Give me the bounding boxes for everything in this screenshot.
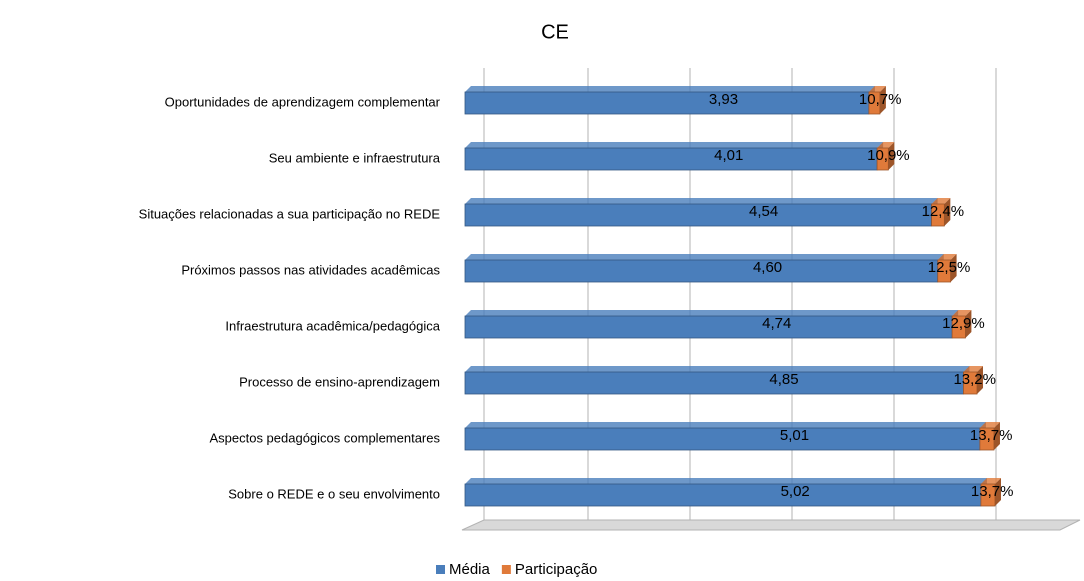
bar-participacao-side — [950, 254, 957, 282]
bar-participacao-side — [965, 310, 972, 338]
bar-participacao — [979, 422, 1000, 451]
bar-participacao — [876, 142, 895, 171]
bar-participacao-side — [993, 422, 1000, 450]
category-label: Processo de ensino-aprendizagem — [239, 374, 440, 389]
value-label: 4,01 — [714, 147, 743, 164]
category-label: Oportunidades de aprendizagem complement… — [165, 94, 441, 109]
bar-participacao-side — [995, 478, 1001, 506]
bar-media — [464, 254, 944, 283]
bar-participacao-side — [888, 142, 895, 170]
bar-media-face — [464, 483, 982, 507]
value-label: 12,5% — [928, 259, 971, 276]
value-label: 4,85 — [769, 371, 798, 388]
bar-participacao-top — [979, 422, 1000, 428]
bar-participacao-side — [977, 366, 984, 394]
bar-media-face — [464, 371, 964, 395]
bar-media-top — [465, 142, 884, 148]
bar-media-face — [464, 427, 981, 451]
bar-participacao — [963, 366, 984, 395]
bar-participacao — [868, 86, 886, 115]
bar-participacao — [980, 478, 1001, 507]
value-label: 12,4% — [922, 203, 965, 220]
value-label: 4,60 — [753, 259, 782, 276]
bar-participacao-top — [952, 310, 972, 316]
value-label: 10,9% — [867, 147, 910, 164]
bar-media-face — [464, 91, 870, 115]
value-label: 13,7% — [970, 427, 1013, 444]
value-label: 12,9% — [942, 315, 985, 332]
category-label: Infraestrutura acadêmica/pedagógica — [225, 318, 440, 333]
floor — [461, 519, 1081, 531]
bar-participacao — [937, 254, 957, 283]
bar-participacao-top — [937, 254, 957, 260]
legend-label: Participação — [515, 561, 598, 578]
bar-media-top — [465, 422, 986, 428]
bar-participacao-top — [877, 142, 895, 148]
category-label: Sobre o REDE e o seu envolvimento — [228, 486, 440, 501]
bar-participacao-top — [963, 366, 984, 372]
bar-media — [464, 86, 875, 115]
value-label: 4,74 — [762, 315, 791, 332]
bar-media-face — [464, 259, 939, 283]
value-label: 4,54 — [749, 203, 778, 220]
bar-media-top — [465, 254, 944, 260]
category-label: Aspectos pedagógicos complementares — [209, 430, 440, 445]
category-label: Seu ambiente e infraestrutura — [269, 150, 441, 165]
bar-media-face — [464, 203, 932, 227]
bar-participacao-side — [944, 198, 951, 226]
bar-media-top — [465, 366, 970, 372]
value-label: 13,2% — [953, 371, 996, 388]
value-label: 13,7% — [971, 483, 1014, 500]
bar-media-face — [464, 315, 953, 339]
chart-title: CE — [541, 21, 569, 43]
bar-media — [464, 142, 884, 171]
value-label: 3,93 — [709, 91, 738, 108]
bar-media — [464, 366, 970, 395]
bar-media-top — [465, 478, 987, 484]
bar-participacao — [951, 310, 972, 339]
bar-media-top — [465, 310, 959, 316]
bar-participacao-side — [879, 86, 886, 114]
category-label: Situações relacionadas a sua participaçã… — [139, 206, 441, 221]
bar-participacao — [931, 198, 951, 227]
legend-label: Média — [449, 561, 491, 578]
bar-media-face — [464, 147, 878, 171]
bar-media-top — [465, 198, 938, 204]
bar-media-top — [465, 86, 875, 92]
bar-participacao-top — [931, 198, 951, 204]
legend-swatch — [501, 565, 511, 574]
plot-wall — [461, 68, 1081, 531]
bar-participacao-top — [980, 478, 1001, 484]
value-label: 5,02 — [781, 483, 810, 500]
legend-swatch — [436, 565, 445, 574]
value-label: 10,7% — [859, 91, 902, 108]
bar-media — [464, 310, 959, 339]
bar-media — [464, 478, 987, 507]
bar-media — [464, 198, 938, 227]
value-label: 5,01 — [780, 427, 809, 444]
bar-media — [464, 422, 986, 451]
bar-participacao-top — [868, 86, 886, 92]
category-label: Próximos passos nas atividades acadêmica… — [181, 262, 440, 277]
